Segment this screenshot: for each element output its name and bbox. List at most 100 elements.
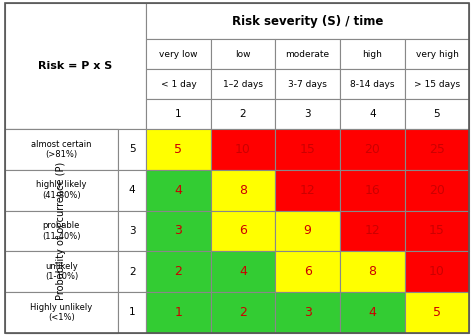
Text: 15: 15 xyxy=(300,143,316,156)
Text: 15: 15 xyxy=(429,224,445,237)
Text: almost certain
(>81%): almost certain (>81%) xyxy=(31,140,91,159)
FancyBboxPatch shape xyxy=(146,99,211,129)
FancyBboxPatch shape xyxy=(211,99,275,129)
FancyBboxPatch shape xyxy=(405,251,469,292)
Text: low: low xyxy=(235,50,251,59)
FancyBboxPatch shape xyxy=(146,211,211,251)
Text: > 15 days: > 15 days xyxy=(414,80,460,89)
FancyBboxPatch shape xyxy=(146,39,211,69)
FancyBboxPatch shape xyxy=(211,129,275,170)
FancyBboxPatch shape xyxy=(275,99,340,129)
FancyBboxPatch shape xyxy=(275,251,340,292)
Text: 20: 20 xyxy=(429,184,445,197)
Text: 2: 2 xyxy=(129,266,136,277)
Text: 2: 2 xyxy=(240,109,246,119)
FancyBboxPatch shape xyxy=(5,129,118,333)
Text: 12: 12 xyxy=(365,224,380,237)
Text: 4: 4 xyxy=(239,265,247,278)
Text: 9: 9 xyxy=(304,224,311,237)
Text: 3-7 days: 3-7 days xyxy=(288,80,327,89)
Text: 20: 20 xyxy=(365,143,380,156)
Text: 8-14 days: 8-14 days xyxy=(350,80,394,89)
Text: 3: 3 xyxy=(304,306,311,319)
Text: 10: 10 xyxy=(429,265,445,278)
FancyBboxPatch shape xyxy=(405,211,469,251)
Text: 4: 4 xyxy=(129,185,136,195)
FancyBboxPatch shape xyxy=(405,69,469,99)
FancyBboxPatch shape xyxy=(340,69,405,99)
FancyBboxPatch shape xyxy=(146,69,211,99)
FancyBboxPatch shape xyxy=(118,211,146,251)
Text: highly likely
(41-80%): highly likely (41-80%) xyxy=(36,180,87,200)
Text: 1–2 days: 1–2 days xyxy=(223,80,263,89)
FancyBboxPatch shape xyxy=(146,129,211,170)
Text: Highly unlikely
(<1%): Highly unlikely (<1%) xyxy=(30,303,92,322)
FancyBboxPatch shape xyxy=(118,170,146,211)
Text: 25: 25 xyxy=(429,143,445,156)
Text: 3: 3 xyxy=(304,109,311,119)
FancyBboxPatch shape xyxy=(405,292,469,333)
Text: probable
(11-40%): probable (11-40%) xyxy=(42,221,81,241)
Text: Risk = P x S: Risk = P x S xyxy=(38,61,112,71)
FancyBboxPatch shape xyxy=(211,39,275,69)
FancyBboxPatch shape xyxy=(5,251,118,292)
Text: 12: 12 xyxy=(300,184,316,197)
FancyBboxPatch shape xyxy=(146,292,211,333)
Text: 10: 10 xyxy=(235,143,251,156)
Text: high: high xyxy=(362,50,382,59)
FancyBboxPatch shape xyxy=(275,39,340,69)
FancyBboxPatch shape xyxy=(340,129,405,170)
FancyBboxPatch shape xyxy=(146,3,469,39)
Text: 3: 3 xyxy=(129,226,136,236)
FancyBboxPatch shape xyxy=(405,170,469,211)
FancyBboxPatch shape xyxy=(211,170,275,211)
Text: unlikely
(1-10%): unlikely (1-10%) xyxy=(45,262,78,281)
Text: 8: 8 xyxy=(368,265,376,278)
FancyBboxPatch shape xyxy=(405,39,469,69)
Text: 2: 2 xyxy=(239,306,247,319)
FancyBboxPatch shape xyxy=(146,251,211,292)
Text: 5: 5 xyxy=(433,306,441,319)
Text: 6: 6 xyxy=(304,265,311,278)
FancyBboxPatch shape xyxy=(5,3,146,129)
FancyBboxPatch shape xyxy=(405,129,469,170)
Text: moderate: moderate xyxy=(286,50,330,59)
FancyBboxPatch shape xyxy=(340,170,405,211)
Text: 4: 4 xyxy=(369,109,375,119)
FancyBboxPatch shape xyxy=(211,211,275,251)
FancyBboxPatch shape xyxy=(340,39,405,69)
Text: Probability of occurrence (P): Probability of occurrence (P) xyxy=(56,162,66,300)
FancyBboxPatch shape xyxy=(5,211,118,251)
FancyBboxPatch shape xyxy=(211,251,275,292)
Text: 16: 16 xyxy=(365,184,380,197)
FancyBboxPatch shape xyxy=(275,292,340,333)
Text: 2: 2 xyxy=(174,265,182,278)
Text: 4: 4 xyxy=(174,184,182,197)
FancyBboxPatch shape xyxy=(118,292,146,333)
Text: < 1 day: < 1 day xyxy=(161,80,196,89)
FancyBboxPatch shape xyxy=(118,129,146,170)
FancyBboxPatch shape xyxy=(275,69,340,99)
FancyBboxPatch shape xyxy=(275,170,340,211)
FancyBboxPatch shape xyxy=(340,211,405,251)
FancyBboxPatch shape xyxy=(340,251,405,292)
Text: 5: 5 xyxy=(129,144,136,155)
Text: 5: 5 xyxy=(174,143,182,156)
Text: 1: 1 xyxy=(129,307,136,317)
Text: 5: 5 xyxy=(434,109,440,119)
FancyBboxPatch shape xyxy=(211,69,275,99)
Text: 4: 4 xyxy=(368,306,376,319)
Text: 6: 6 xyxy=(239,224,247,237)
FancyBboxPatch shape xyxy=(5,292,118,333)
Text: 3: 3 xyxy=(174,224,182,237)
FancyBboxPatch shape xyxy=(118,251,146,292)
FancyBboxPatch shape xyxy=(275,129,340,170)
Text: 8: 8 xyxy=(239,184,247,197)
Text: very low: very low xyxy=(159,50,198,59)
FancyBboxPatch shape xyxy=(340,99,405,129)
Text: 1: 1 xyxy=(174,306,182,319)
FancyBboxPatch shape xyxy=(405,99,469,129)
Text: 1: 1 xyxy=(175,109,182,119)
Text: Risk severity (S) / time: Risk severity (S) / time xyxy=(232,15,383,28)
FancyBboxPatch shape xyxy=(211,292,275,333)
